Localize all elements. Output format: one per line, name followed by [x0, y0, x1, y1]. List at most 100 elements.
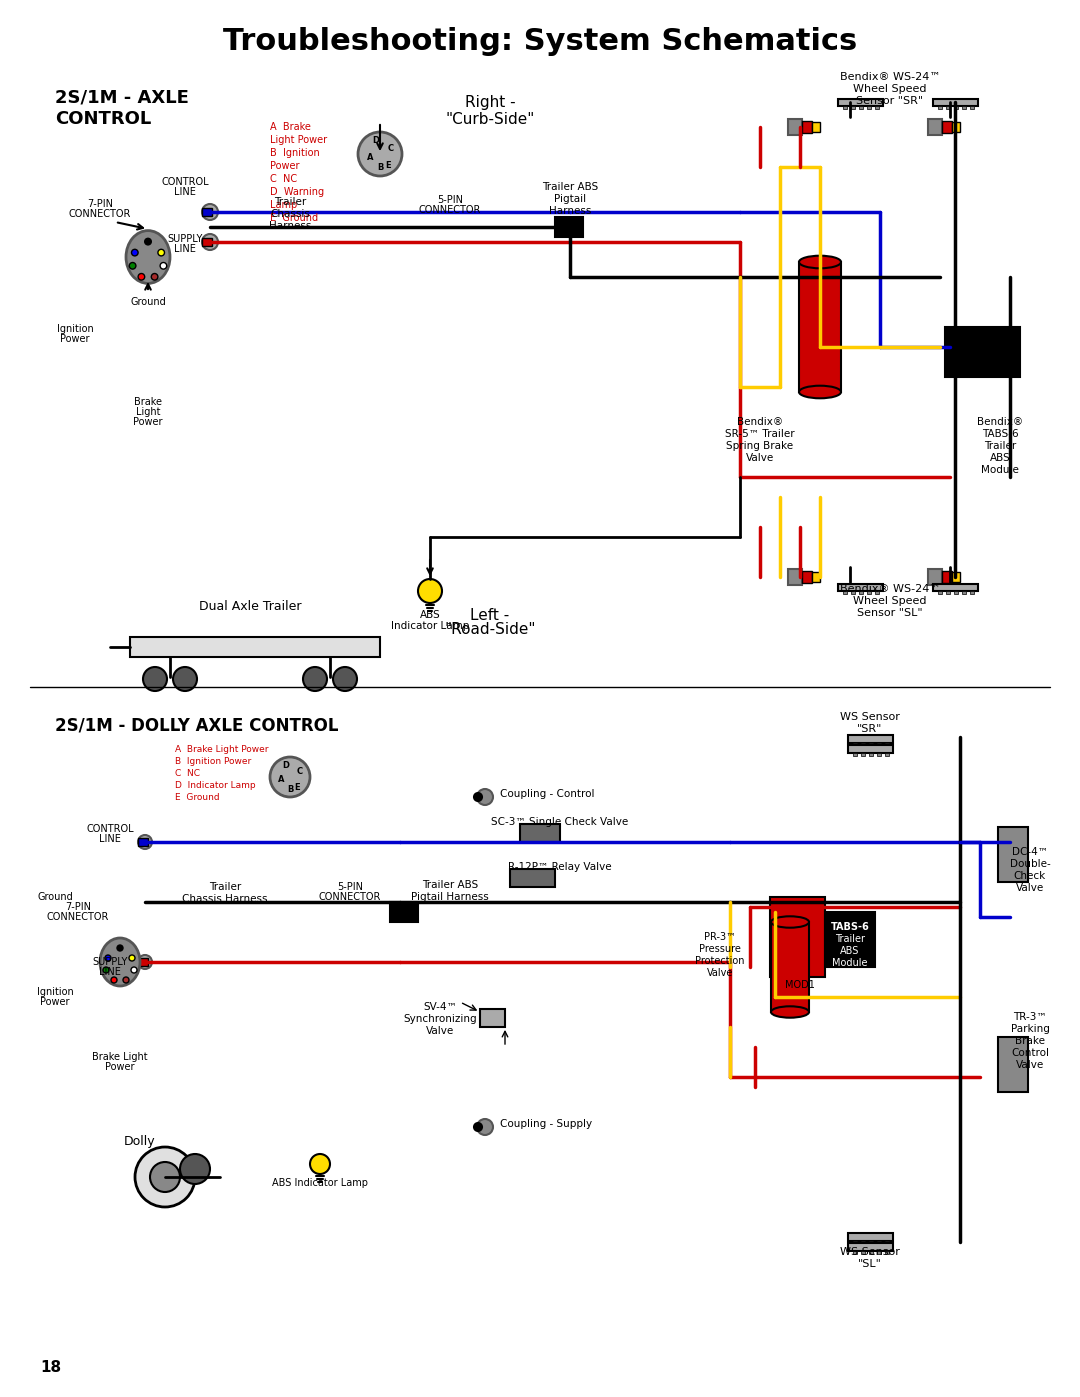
- Ellipse shape: [357, 131, 402, 176]
- Text: CONTROL: CONTROL: [55, 110, 151, 129]
- Text: 7-PIN: 7-PIN: [65, 902, 91, 912]
- Bar: [859, 106, 863, 109]
- Text: Brake: Brake: [1015, 1037, 1045, 1046]
- Text: Power: Power: [105, 1062, 135, 1071]
- Text: Bendix® WS-24™: Bendix® WS-24™: [840, 73, 941, 82]
- Text: SV-4™: SV-4™: [423, 1002, 457, 1011]
- Bar: [799, 263, 841, 393]
- Ellipse shape: [771, 1006, 809, 1017]
- Polygon shape: [130, 637, 380, 657]
- Text: Power: Power: [40, 997, 70, 1007]
- Text: LINE: LINE: [99, 967, 121, 977]
- Bar: [885, 1250, 889, 1255]
- Text: Chassis: Chassis: [270, 210, 310, 219]
- Bar: [510, 869, 555, 887]
- Circle shape: [477, 1119, 492, 1134]
- Text: ABS Indicator Lamp: ABS Indicator Lamp: [272, 1178, 368, 1187]
- Circle shape: [129, 956, 135, 961]
- Text: Valve: Valve: [706, 968, 733, 978]
- Text: E  Ground: E Ground: [270, 212, 319, 224]
- Bar: [945, 106, 949, 109]
- Text: B: B: [287, 785, 293, 793]
- Text: TABS-6: TABS-6: [982, 429, 1018, 439]
- Text: Sensor "SL": Sensor "SL": [858, 608, 922, 617]
- Text: WS Sensor: WS Sensor: [840, 712, 900, 722]
- Bar: [942, 571, 951, 583]
- Circle shape: [131, 967, 137, 972]
- Circle shape: [138, 274, 145, 281]
- Bar: [771, 922, 809, 1011]
- Text: Trailer ABS: Trailer ABS: [542, 182, 598, 191]
- Text: Pigtail: Pigtail: [554, 194, 586, 204]
- Text: Check: Check: [1014, 870, 1047, 882]
- Text: Pressure: Pressure: [699, 944, 741, 954]
- Text: Ground: Ground: [130, 298, 166, 307]
- Text: Valve: Valve: [1016, 1060, 1044, 1070]
- Bar: [875, 106, 878, 109]
- Circle shape: [202, 204, 218, 219]
- Bar: [842, 591, 847, 594]
- Text: Power: Power: [270, 161, 299, 170]
- Circle shape: [138, 956, 152, 970]
- Text: Power: Power: [60, 334, 90, 344]
- Text: Trailer ABS: Trailer ABS: [422, 880, 478, 890]
- Text: Protection: Protection: [696, 956, 745, 965]
- Bar: [852, 753, 856, 756]
- Circle shape: [202, 235, 218, 250]
- Bar: [859, 591, 863, 594]
- Text: Harness: Harness: [269, 221, 311, 231]
- Text: Valve: Valve: [746, 453, 774, 462]
- Polygon shape: [928, 119, 942, 136]
- Text: Module: Module: [981, 465, 1018, 475]
- Text: A: A: [367, 152, 374, 162]
- Circle shape: [105, 956, 111, 961]
- Bar: [945, 591, 949, 594]
- Bar: [877, 743, 880, 746]
- Text: C: C: [297, 767, 303, 777]
- Bar: [937, 106, 942, 109]
- Text: Troubleshooting: System Schematics: Troubleshooting: System Schematics: [222, 28, 858, 56]
- Bar: [970, 106, 973, 109]
- Circle shape: [151, 274, 158, 281]
- Bar: [877, 753, 880, 756]
- Text: D  Indicator Lamp: D Indicator Lamp: [175, 781, 256, 791]
- Bar: [851, 106, 854, 109]
- Text: A: A: [278, 775, 284, 785]
- Bar: [802, 122, 812, 133]
- Bar: [954, 106, 958, 109]
- Text: Light: Light: [136, 407, 160, 416]
- Bar: [848, 1234, 892, 1241]
- Circle shape: [145, 239, 151, 244]
- Text: Lamp: Lamp: [270, 200, 297, 210]
- Bar: [961, 106, 966, 109]
- Text: "SL": "SL": [859, 1259, 882, 1268]
- Polygon shape: [788, 119, 802, 136]
- Text: Sensor "SR": Sensor "SR": [856, 96, 923, 106]
- Text: Coupling - Control: Coupling - Control: [500, 789, 594, 799]
- Text: Bendix®: Bendix®: [737, 416, 783, 427]
- Polygon shape: [788, 569, 802, 585]
- Circle shape: [474, 1123, 482, 1132]
- Text: A  Brake: A Brake: [270, 122, 311, 131]
- Bar: [519, 824, 561, 842]
- Text: C: C: [388, 144, 394, 154]
- Bar: [885, 1241, 889, 1243]
- Bar: [812, 571, 820, 583]
- Bar: [970, 591, 973, 594]
- Text: D  Warning: D Warning: [270, 187, 324, 197]
- Bar: [848, 1243, 892, 1250]
- Text: Trailer: Trailer: [835, 935, 865, 944]
- Circle shape: [418, 578, 442, 604]
- Text: E: E: [294, 782, 300, 792]
- Circle shape: [158, 249, 164, 256]
- Text: CONNECTOR: CONNECTOR: [419, 205, 482, 215]
- Text: PR-3™: PR-3™: [704, 932, 735, 942]
- Bar: [848, 735, 892, 743]
- Text: SR-5™ Trailer: SR-5™ Trailer: [725, 429, 795, 439]
- Text: B  Ignition: B Ignition: [270, 148, 320, 158]
- Circle shape: [123, 977, 129, 983]
- Text: Brake: Brake: [134, 397, 162, 407]
- Bar: [998, 1037, 1028, 1092]
- Circle shape: [103, 967, 109, 972]
- Bar: [877, 1241, 880, 1243]
